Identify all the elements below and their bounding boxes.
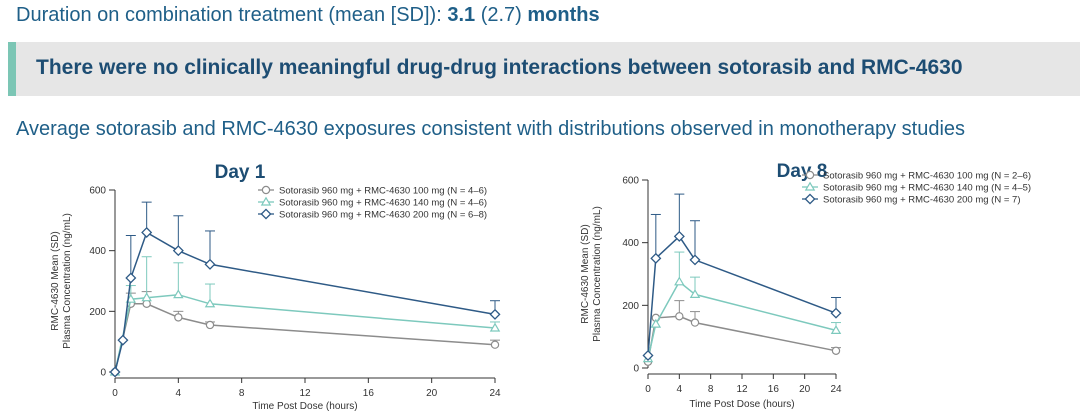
data-point	[650, 318, 662, 328]
series-triangle	[109, 256, 501, 376]
series-line	[114, 303, 496, 373]
legend-label: Sotorasib 960 mg + RMC-4630 200 mg (N = …	[279, 210, 487, 221]
data-point	[650, 252, 662, 264]
data-point	[109, 366, 121, 378]
data-point	[490, 340, 500, 349]
series-circle	[643, 300, 841, 366]
series-circle	[110, 291, 500, 377]
data-point	[689, 254, 701, 266]
data-point	[117, 334, 129, 346]
y-tick-label: 200	[89, 307, 106, 318]
duration-sd: (2.7)	[480, 4, 522, 26]
data-point	[205, 320, 215, 330]
data-point	[172, 245, 184, 257]
chart-title: Day 8	[777, 161, 828, 182]
legend-label: Sotorasib 960 mg + RMC-4630 100 mg (N = …	[279, 186, 487, 197]
data-point	[689, 288, 701, 298]
x-tick-label: 16	[363, 388, 375, 399]
data-point	[204, 258, 216, 270]
data-point	[690, 318, 700, 327]
legend-marker	[260, 196, 272, 206]
y-axis-label-line1: RMC-4630 Mean (SD)	[580, 224, 591, 323]
data-point	[173, 289, 184, 299]
legend-marker	[260, 208, 272, 220]
y-tick-label: 0	[633, 364, 639, 375]
data-point	[489, 308, 501, 320]
legend-label: Sotorasib 960 mg + RMC-4630 140 mg (N = …	[279, 198, 487, 209]
data-point	[174, 313, 183, 322]
y-tick-label: 400	[622, 238, 639, 249]
y-axis-label-line1: RMC-4630 Mean (SD)	[50, 231, 61, 330]
x-tick-label: 20	[426, 388, 438, 399]
banner-text: There were no clinically meaningful drug…	[36, 56, 963, 79]
data-point	[675, 312, 684, 321]
x-tick-label: 12	[299, 388, 311, 399]
y-tick-label: 400	[89, 246, 106, 257]
data-point	[673, 230, 685, 242]
banner-accent-bar	[8, 42, 16, 96]
x-tick-label: 24	[489, 388, 501, 399]
duration-unit: months	[527, 4, 600, 26]
subheading: Average sotorasib and RMC-4630 exposures…	[16, 118, 966, 140]
legend-label: Sotorasib 960 mg + RMC-4630 140 mg (N = …	[823, 183, 1031, 194]
legend-marker	[261, 185, 271, 195]
data-point	[831, 346, 841, 355]
duration-summary: Duration on combination treatment (mean …	[16, 4, 600, 27]
y-tick-label: 200	[622, 301, 639, 312]
x-tick-label: 12	[736, 384, 748, 395]
data-point	[674, 276, 685, 286]
series-triangle	[642, 251, 842, 363]
x-tick-label: 0	[112, 388, 118, 399]
x-tick-label: 8	[708, 384, 714, 395]
x-axis-label: Time Post Dose (hours)	[689, 399, 794, 410]
series-diamond	[109, 201, 501, 378]
series-line	[114, 293, 496, 373]
x-tick-label: 24	[830, 384, 842, 395]
key-finding-banner: There were no clinically meaningful drug…	[8, 42, 1080, 96]
x-tick-label: 4	[677, 384, 683, 395]
series-line	[647, 235, 837, 356]
data-point	[125, 272, 137, 284]
y-tick-label: 0	[100, 368, 106, 379]
data-point	[141, 292, 152, 302]
data-point	[830, 307, 842, 319]
x-tick-label: 0	[645, 384, 651, 395]
x-tick-label: 16	[768, 384, 780, 395]
series-diamond	[642, 193, 842, 361]
legend-marker	[804, 193, 816, 205]
legend-marker	[805, 170, 815, 180]
legend-label: Sotorasib 960 mg + RMC-4630 200 mg (N = …	[823, 195, 1020, 206]
data-point	[141, 226, 153, 238]
y-axis-label-line2: Plasma Concentration (ng/mL)	[592, 206, 603, 342]
duration-mean: 3.1	[447, 4, 476, 26]
x-tick-label: 20	[799, 384, 811, 395]
day1-chart: Day 1 0 200 400 600 0 4 8 12 16 20 24 Time Post Dose…	[50, 162, 501, 412]
y-tick-label: 600	[89, 186, 106, 197]
data-point	[830, 325, 842, 334]
x-tick-label: 8	[239, 388, 245, 399]
data-point	[489, 322, 501, 332]
y-axis-label-line2: Plasma Concentration (ng/mL)	[62, 213, 73, 349]
series-line	[647, 280, 837, 359]
chart-title: Day 1	[215, 162, 266, 183]
duration-label: Duration on combination treatment (mean …	[16, 4, 442, 26]
legend-label: Sotorasib 960 mg + RMC-4630 100 mg (N = …	[823, 171, 1031, 182]
data-point	[204, 298, 216, 308]
legend-marker	[804, 181, 816, 191]
x-tick-label: 4	[176, 388, 182, 399]
x-axis-label: Time Post Dose (hours)	[252, 401, 357, 412]
y-tick-label: 600	[622, 176, 639, 187]
data-point	[642, 349, 654, 361]
day8-chart: Day 8 0 200 400 600 0 4 8 12 16 20 24 Time Post Dose…	[580, 161, 1031, 410]
series-line	[114, 231, 496, 373]
